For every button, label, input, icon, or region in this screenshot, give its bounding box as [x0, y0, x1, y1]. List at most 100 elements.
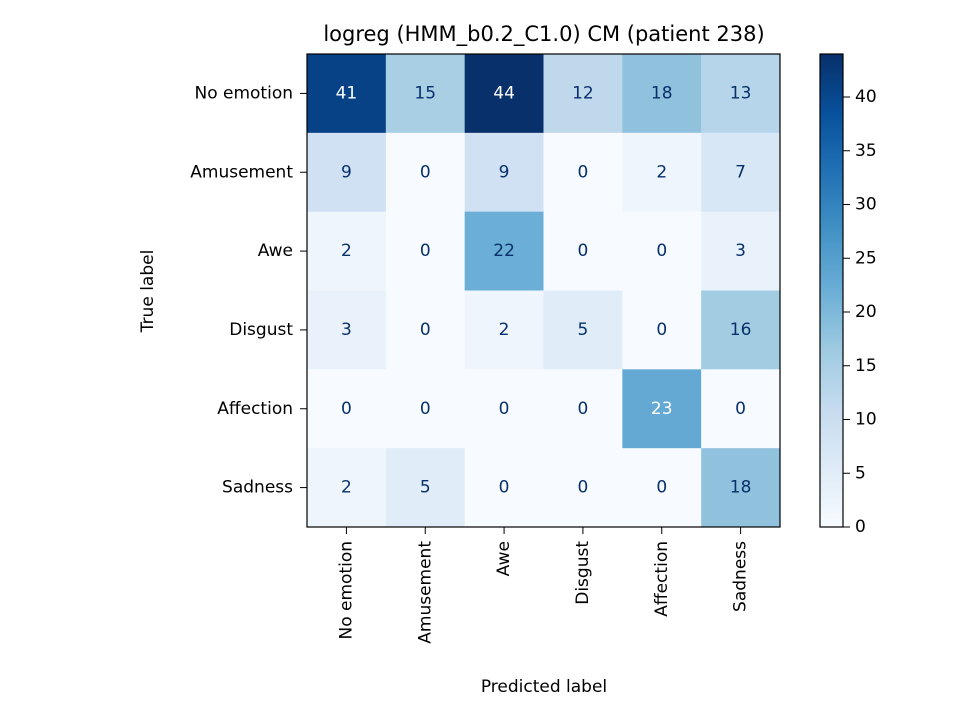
y-tick-label: Amusement	[190, 162, 293, 182]
heatmap-cell	[622, 448, 702, 528]
colorbar-tick-label: 40	[855, 87, 877, 107]
heatmap-cell-value: 3	[341, 320, 352, 340]
heatmap-cell	[464, 448, 544, 528]
heatmap-cell	[622, 369, 702, 449]
heatmap-cell-value: 0	[578, 162, 589, 182]
x-tick-label: Disgust	[573, 541, 593, 605]
heatmap-cell-value: 2	[656, 162, 667, 182]
x-tick-label: Sadness	[731, 541, 751, 612]
colorbar-tick-label: 15	[855, 356, 877, 376]
heatmap-cell	[385, 211, 466, 291]
chart-title: logreg (HMM_b0.2_C1.0) CM (patient 238)	[323, 22, 764, 47]
heatmap-cells	[307, 54, 781, 528]
heatmap-cell	[622, 132, 702, 213]
colorbar-tick-label: 30	[855, 195, 877, 215]
y-axis-ticks: No emotion Amusement Awe Disgust Affection Sa…	[190, 83, 307, 498]
heatmap-cell	[464, 211, 544, 291]
heatmap-cell-value: 16	[730, 320, 752, 340]
heatmap-cell	[385, 290, 466, 370]
heatmap-cell	[307, 54, 387, 134]
heatmap-cell-value: 0	[420, 399, 431, 419]
heatmap-cell-value: 41	[336, 83, 358, 103]
heatmap-cell	[385, 448, 466, 528]
heatmap-cell-value: 15	[414, 83, 436, 103]
heatmap-cell-value: 5	[578, 320, 589, 340]
heatmap-cell	[464, 290, 544, 370]
heatmap-cell-value: 23	[651, 399, 673, 419]
colorbar-tick-label: 20	[855, 302, 877, 322]
heatmap-cell	[464, 132, 544, 213]
x-tick-label: Affection	[652, 541, 672, 617]
heatmap-cell-value: 2	[341, 478, 352, 498]
heatmap-cell	[701, 448, 781, 528]
heatmap-cell-value: 0	[341, 399, 352, 419]
heatmap-cell-value: 0	[420, 241, 431, 261]
heatmap-cell-value: 0	[420, 320, 431, 340]
heatmap-cell-value: 0	[656, 320, 667, 340]
heatmap-cell	[543, 211, 623, 291]
colorbar	[819, 53, 844, 528]
heatmap-cell-value: 12	[572, 83, 594, 103]
heatmap-cell-value: 2	[499, 320, 510, 340]
heatmap-cell-value: 3	[735, 241, 746, 261]
heatmap-cell	[701, 211, 781, 291]
heatmap-cell	[701, 132, 781, 213]
heatmap-cell-value: 5	[420, 478, 431, 498]
x-tick-label: Awe	[494, 541, 514, 576]
y-tick-label: No emotion	[194, 83, 293, 103]
heatmap-cell-value: 7	[735, 162, 746, 182]
x-axis-ticks: No emotion Amusement Awe Disgust Affection Sa…	[336, 527, 751, 644]
colorbar-tick-label: 10	[855, 410, 877, 430]
y-tick-label: Sadness	[222, 478, 293, 498]
x-tick-label: Amusement	[415, 541, 435, 644]
heatmap-cell	[307, 132, 387, 213]
heatmap-cell	[622, 290, 702, 370]
y-tick-label: Disgust	[229, 320, 293, 340]
heatmap-cell	[464, 54, 544, 134]
y-axis-label: True label	[138, 250, 158, 334]
heatmap-cell	[464, 369, 544, 449]
y-tick-label: Affection	[217, 399, 293, 419]
heatmap-cell-value: 44	[493, 83, 515, 103]
heatmap-cell-value: 0	[578, 478, 589, 498]
colorbar-tick-label: 0	[855, 517, 866, 537]
colorbar-tick-label: 25	[855, 248, 877, 268]
heatmap-cell-value: 0	[656, 241, 667, 261]
heatmap-cell-labels: 41 15 44 12 18 13 9 0 9 0 2 7 2 0 22 0 0 3 3 0 2 5 0 16 0 0 0 0 23 0 2…	[336, 83, 752, 497]
heatmap-cell-value: 0	[420, 162, 431, 182]
heatmap-cell	[701, 369, 781, 449]
heatmap-cell-value: 18	[730, 478, 752, 498]
heatmap-cell	[622, 54, 702, 134]
heatmap-cell-value: 22	[493, 241, 515, 261]
plot-frame	[306, 53, 781, 528]
heatmap-cell-value: 0	[735, 399, 746, 419]
heatmap-cell	[701, 54, 781, 134]
x-tick-label: No emotion	[336, 541, 356, 640]
heatmap-cell-value: 13	[730, 83, 752, 103]
heatmap-cell	[385, 369, 466, 449]
heatmap-cell-value: 0	[499, 478, 510, 498]
heatmap-cell	[307, 448, 387, 528]
heatmap-cell-value: 2	[341, 241, 352, 261]
heatmap-cell	[543, 448, 623, 528]
heatmap-cell	[701, 290, 781, 370]
x-axis-label: Predicted label	[481, 677, 607, 697]
heatmap-cell-value: 18	[651, 83, 673, 103]
heatmap-cell	[385, 132, 466, 213]
heatmap-cell	[307, 369, 387, 449]
heatmap-cell	[543, 132, 623, 213]
heatmap-cell-value: 0	[656, 478, 667, 498]
heatmap-cell	[622, 211, 702, 291]
heatmap-cell-value: 0	[578, 399, 589, 419]
y-tick-label: Awe	[258, 241, 293, 261]
heatmap-cell-value: 9	[499, 162, 510, 182]
heatmap-cell	[385, 54, 466, 134]
heatmap-cell	[307, 211, 387, 291]
heatmap-cell	[307, 290, 387, 370]
heatmap-cell	[543, 290, 623, 370]
colorbar-tick-label: 35	[855, 141, 877, 161]
colorbar-ticks: 0 5 10 15 20 25 30 35 40	[843, 87, 877, 537]
heatmap-cell-value: 9	[341, 162, 352, 182]
heatmap-cell	[543, 369, 623, 449]
